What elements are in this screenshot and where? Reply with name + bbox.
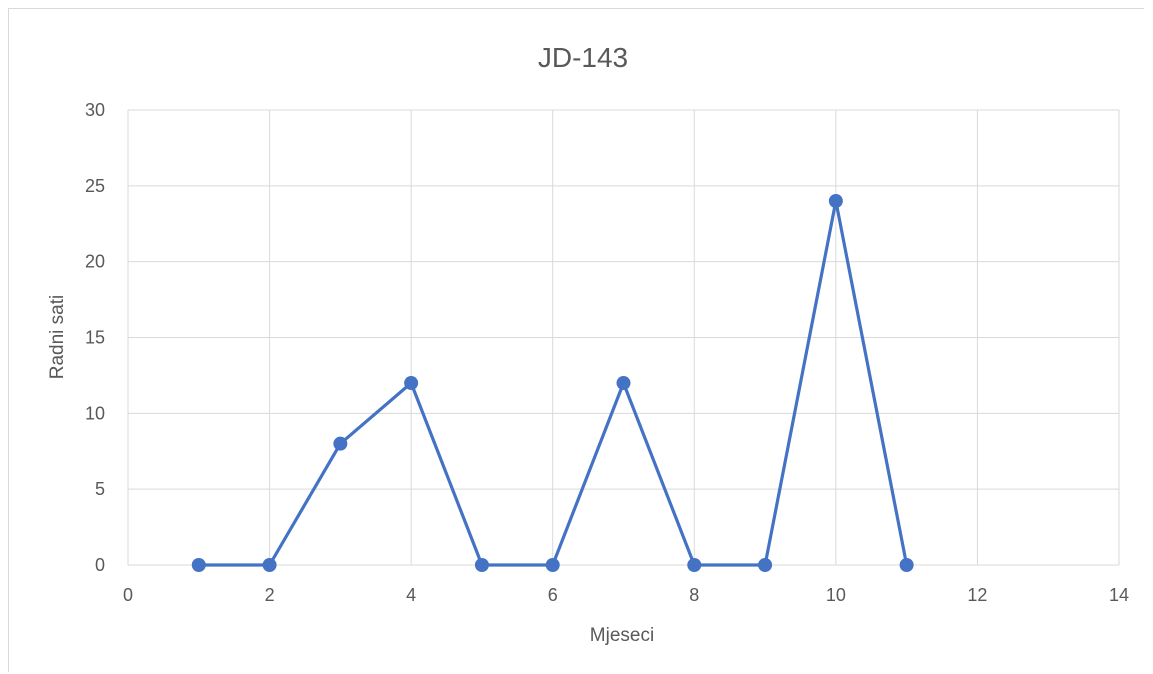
x-tick-label: 8 [689, 585, 699, 605]
x-tick-label: 14 [1109, 585, 1129, 605]
x-tick-label: 0 [123, 585, 133, 605]
x-tick-label: 10 [826, 585, 846, 605]
y-tick-label: 15 [85, 328, 105, 348]
y-tick-label: 20 [85, 252, 105, 272]
y-tick-label: 25 [85, 176, 105, 196]
y-tick-label: 30 [85, 100, 105, 120]
y-axis-label: Radni sati [47, 295, 68, 380]
data-point [617, 376, 631, 390]
data-point [829, 194, 843, 208]
data-point [900, 558, 914, 572]
chart-title: JD-143 [538, 42, 628, 73]
y-tick-label: 0 [95, 555, 105, 575]
x-tick-label: 4 [406, 585, 416, 605]
y-tick-label: 5 [95, 479, 105, 499]
data-point [192, 558, 206, 572]
data-point [758, 558, 772, 572]
grid-layer [128, 110, 1119, 565]
x-axis-label: Mjeseci [590, 625, 654, 646]
data-point [333, 437, 347, 451]
data-point [475, 558, 489, 572]
data-point [404, 376, 418, 390]
x-tick-label: 2 [265, 585, 275, 605]
x-tick-label: 12 [967, 585, 987, 605]
data-point [263, 558, 277, 572]
data-point [546, 558, 560, 572]
data-point [687, 558, 701, 572]
x-tick-label: 6 [548, 585, 558, 605]
axis-layer: 0 5 10 15 20 25 30 0 2 4 6 8 10 12 14 [85, 100, 1129, 605]
y-tick-label: 10 [85, 403, 105, 423]
